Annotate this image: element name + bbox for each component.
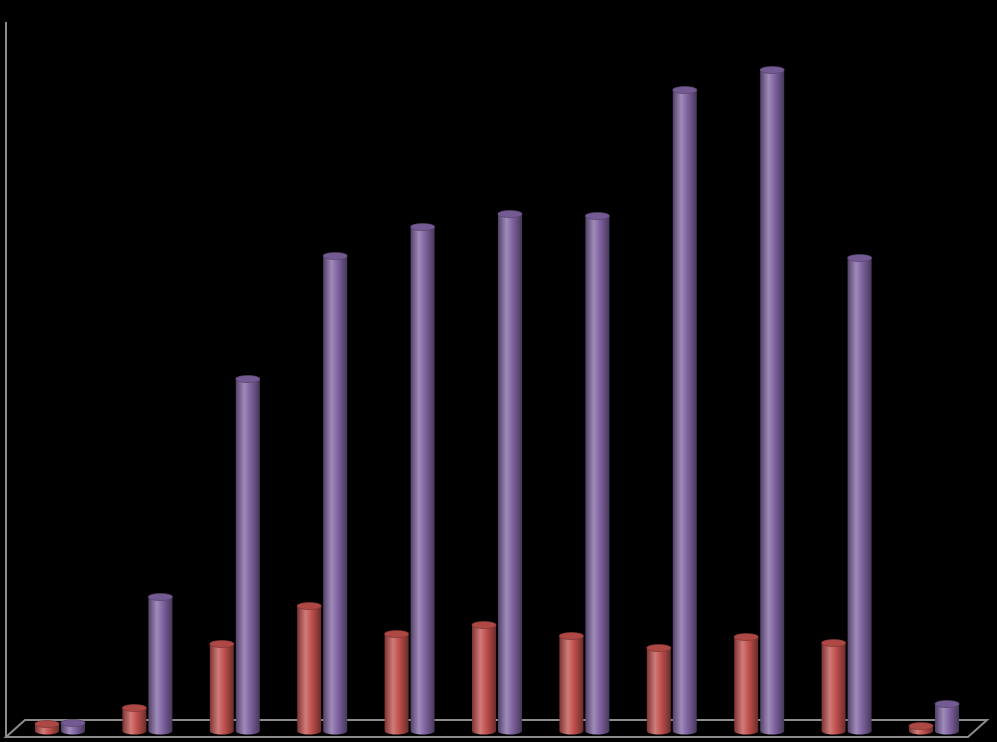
bar bbox=[585, 212, 610, 735]
bar-top bbox=[121, 704, 147, 712]
bar-body bbox=[585, 216, 610, 735]
bar-top bbox=[296, 602, 322, 610]
bar-top bbox=[209, 640, 235, 648]
bar-body bbox=[235, 379, 260, 735]
bar-top bbox=[235, 375, 261, 383]
bar-body bbox=[410, 227, 435, 735]
bar-top bbox=[908, 722, 934, 730]
bar-body bbox=[323, 256, 348, 735]
bar-body bbox=[646, 648, 671, 735]
bar-body bbox=[559, 636, 584, 735]
bar bbox=[497, 210, 523, 735]
bar bbox=[121, 704, 147, 735]
bar-body bbox=[734, 637, 759, 735]
bar-body bbox=[148, 597, 173, 735]
bar-top bbox=[147, 593, 173, 601]
bar-body bbox=[122, 708, 147, 735]
bar bbox=[384, 630, 410, 735]
bar-top bbox=[934, 700, 960, 708]
bar-body bbox=[760, 70, 785, 735]
bar-body bbox=[821, 643, 846, 735]
bar-top bbox=[34, 720, 60, 728]
bar-top bbox=[497, 210, 523, 218]
bar bbox=[296, 602, 322, 735]
bar bbox=[821, 639, 846, 735]
bar-body bbox=[209, 644, 234, 735]
bar bbox=[235, 375, 261, 735]
bar bbox=[34, 720, 60, 735]
bar-top bbox=[410, 223, 436, 231]
bar-body bbox=[935, 704, 959, 735]
bar bbox=[847, 254, 872, 735]
floor bbox=[3, 719, 990, 738]
bar-body bbox=[297, 606, 322, 735]
bar-top bbox=[585, 212, 610, 220]
bar bbox=[410, 223, 436, 735]
bar-top bbox=[322, 252, 348, 260]
bar bbox=[908, 722, 934, 735]
bar-top bbox=[672, 86, 698, 94]
bar bbox=[759, 66, 785, 735]
bar bbox=[60, 719, 86, 735]
bar-body bbox=[672, 90, 697, 735]
bar-top bbox=[471, 621, 497, 629]
bar bbox=[209, 640, 235, 735]
bar bbox=[934, 700, 960, 735]
bar bbox=[147, 593, 173, 735]
bar-top bbox=[733, 633, 759, 641]
bar-top bbox=[559, 632, 584, 640]
bar bbox=[733, 633, 759, 735]
bar-body bbox=[847, 258, 872, 735]
bar-top bbox=[646, 644, 672, 652]
bar-top bbox=[821, 639, 846, 647]
bar-top bbox=[60, 719, 86, 727]
bar-top bbox=[759, 66, 785, 74]
bar bbox=[646, 644, 672, 735]
bar bbox=[672, 86, 698, 735]
bar bbox=[471, 621, 497, 735]
bar-top bbox=[847, 254, 872, 262]
bar bbox=[559, 632, 584, 735]
bar-body bbox=[498, 214, 522, 735]
bar bbox=[322, 252, 348, 735]
bar-body bbox=[384, 634, 409, 735]
bar-top bbox=[384, 630, 410, 638]
bar-body bbox=[472, 625, 496, 735]
